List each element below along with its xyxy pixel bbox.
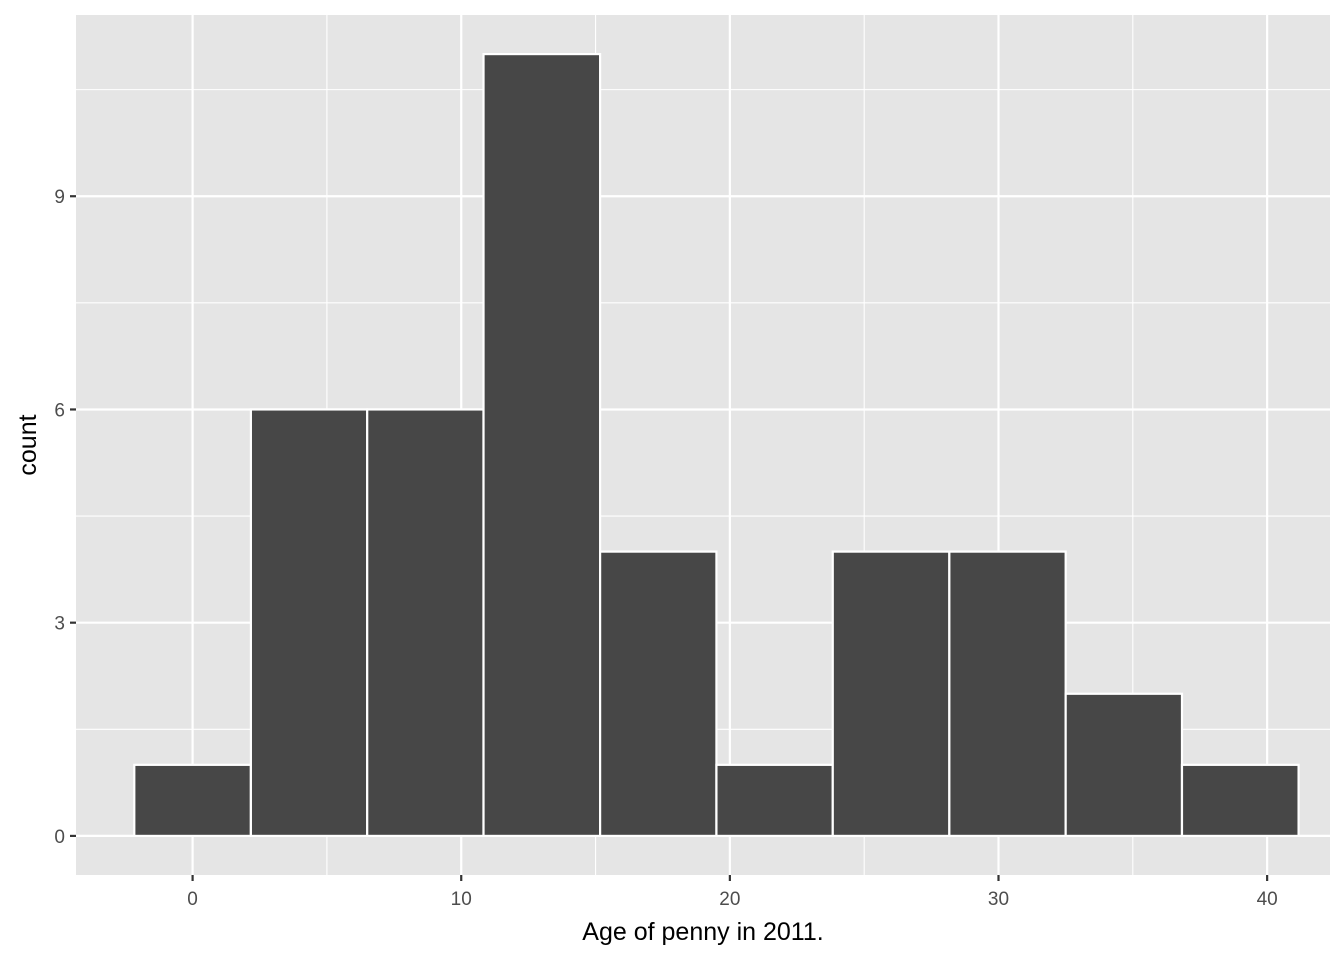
histogram-bar <box>599 550 718 838</box>
y-axis-ticks: 0 3 6 9 <box>54 187 76 848</box>
histogram-bar <box>715 763 834 838</box>
x-tick-label: 30 <box>988 889 1009 910</box>
y-tick-label: 0 <box>54 827 65 848</box>
y-tick-label: 9 <box>54 187 65 208</box>
x-tick-label: 10 <box>451 889 472 910</box>
histogram-bar <box>249 408 369 838</box>
x-axis-title: Age of penny in 2011. <box>582 918 823 946</box>
histogram-bar <box>133 763 252 838</box>
x-axis-ticks: 0 10 20 30 40 <box>187 875 1278 910</box>
histogram-bar <box>482 52 602 838</box>
histogram-bar <box>1180 763 1300 838</box>
histogram-bar <box>948 550 1067 838</box>
x-tick-label: 20 <box>719 889 740 910</box>
x-tick-label: 0 <box>187 889 198 910</box>
y-axis-title: count <box>14 414 42 475</box>
y-tick-label: 6 <box>54 400 65 421</box>
y-tick-label: 3 <box>54 614 65 635</box>
histogram-bar <box>366 408 485 838</box>
histogram-bar <box>831 550 951 838</box>
histogram-bar <box>1064 692 1184 838</box>
x-tick-label: 40 <box>1257 889 1278 910</box>
histogram-bars <box>133 52 1300 838</box>
